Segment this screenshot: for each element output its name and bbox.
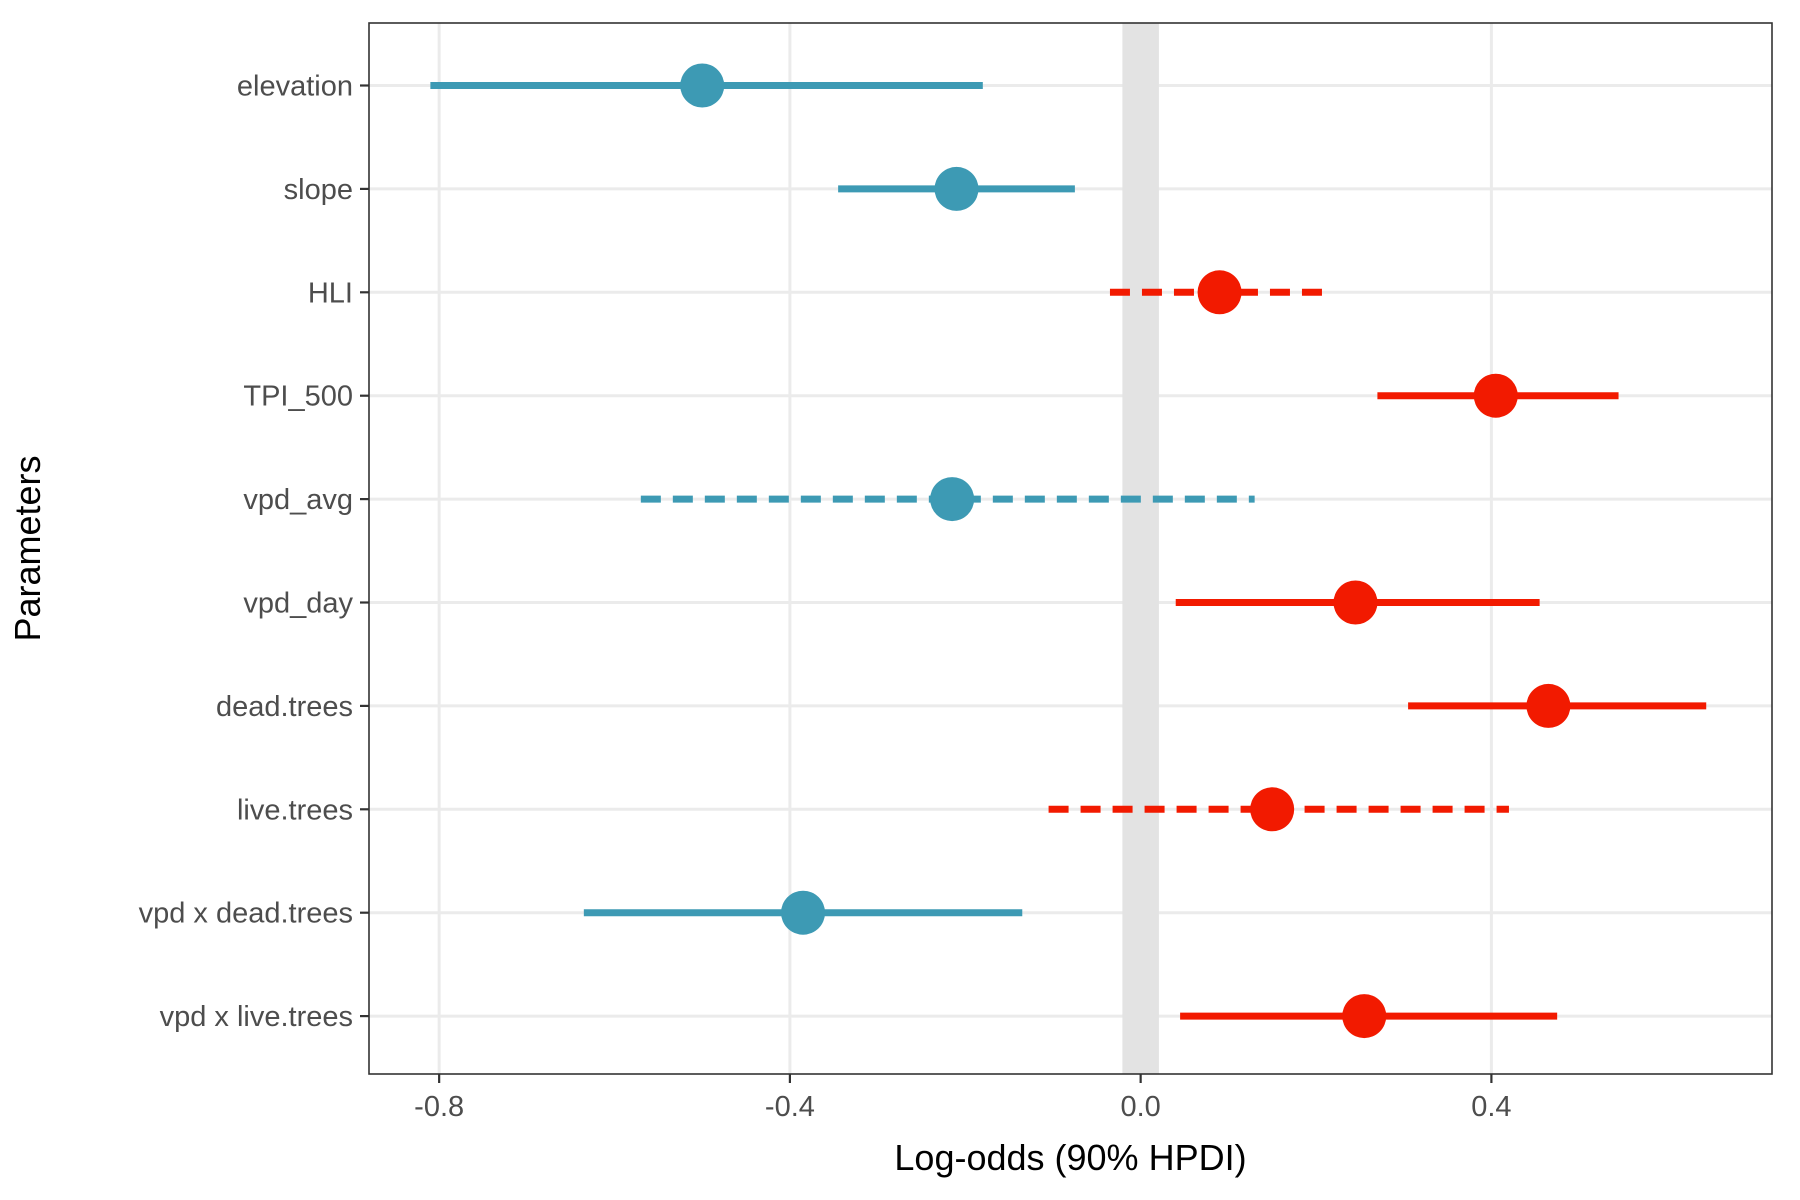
y-tick-label: vpd x live.trees <box>160 1001 353 1033</box>
point-estimate <box>1342 994 1387 1039</box>
x-axis-title: Log-odds (90% HPDI) <box>894 1137 1246 1178</box>
y-tick-label: slope <box>284 174 353 206</box>
point-estimate <box>680 63 725 108</box>
point-layer <box>680 63 1571 1039</box>
y-axis: elevation slope HLI TPI_500 vpd_avg vpd_dayde… <box>139 71 369 1033</box>
x-tick-label: -0.4 <box>765 1091 815 1123</box>
x-tick-label: -0.8 <box>414 1091 464 1123</box>
grid-lines <box>369 23 1772 1074</box>
point-estimate <box>930 477 975 522</box>
panel-border <box>368 22 1773 1075</box>
point-estimate <box>934 166 979 211</box>
point-estimate <box>781 890 826 935</box>
y-tick-label: dead.trees <box>216 691 353 723</box>
y-tick-label: vpd_day <box>243 588 353 620</box>
point-estimate <box>1473 373 1518 418</box>
y-tick-label: elevation <box>237 71 353 103</box>
y-tick-label: HLI <box>308 277 353 309</box>
zero-band-layer <box>1122 23 1159 1074</box>
y-tick-label: vpd_avg <box>243 484 353 516</box>
point-estimate <box>1250 787 1295 832</box>
interval-layer <box>430 82 1707 1020</box>
y-tick-label: live.trees <box>237 794 353 826</box>
x-axis: -0.8 -0.4 0.0 0.4 <box>414 1074 1512 1123</box>
zero-reference-band <box>1122 23 1159 1074</box>
point-estimate <box>1197 270 1242 315</box>
point-estimate <box>1526 683 1571 728</box>
y-axis-title: Parameters <box>7 455 48 641</box>
x-tick-label: 0.4 <box>1471 1091 1511 1123</box>
x-tick-label: 0.0 <box>1120 1091 1160 1123</box>
point-estimate <box>1333 580 1378 625</box>
y-tick-label: vpd x dead.trees <box>139 898 353 930</box>
y-tick-label: TPI_500 <box>243 381 353 413</box>
